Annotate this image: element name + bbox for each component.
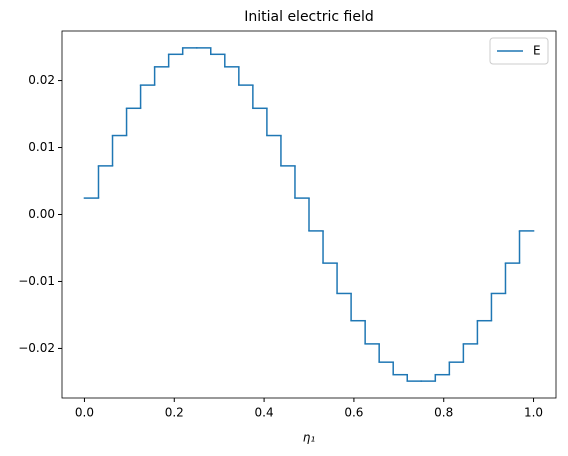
x-tick-label: 0.2 [165, 406, 184, 420]
x-axis-label: η₁ [303, 431, 316, 445]
y-tick-label: 0.00 [28, 207, 55, 221]
chart-title: Initial electric field [244, 9, 374, 25]
plot-frame [61, 30, 557, 399]
y-tick-label: −0.01 [18, 274, 55, 288]
x-tick-label: 0.8 [434, 406, 453, 420]
y-tick-label: 0.01 [28, 140, 55, 154]
x-tick-label: 0.4 [255, 406, 274, 420]
y-tick-label: −0.02 [18, 341, 55, 355]
x-tick-label: 0.6 [344, 406, 363, 420]
legend-label: E [533, 44, 541, 58]
x-tick-label: 1.0 [524, 406, 543, 420]
x-tick-label: 0.0 [75, 406, 94, 420]
y-tick-label: 0.02 [28, 73, 55, 87]
